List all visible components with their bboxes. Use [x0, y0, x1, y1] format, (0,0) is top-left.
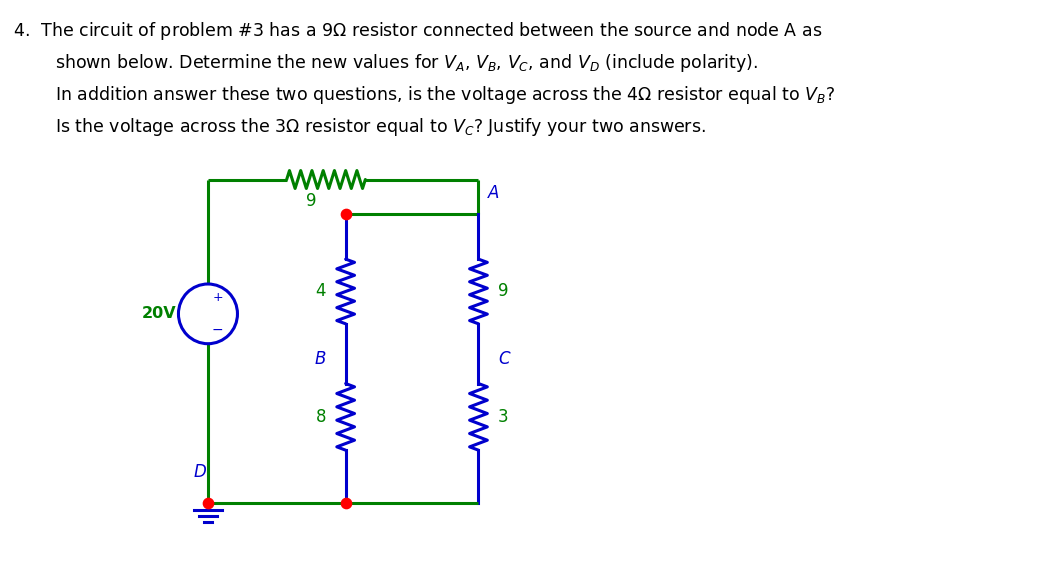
Text: 3: 3 — [499, 408, 509, 426]
Circle shape — [178, 284, 238, 344]
Text: shown below. Determine the new values for $V_A$, $V_B$, $V_C$, and $V_D$ (includ: shown below. Determine the new values fo… — [55, 52, 758, 74]
Text: 20V: 20V — [142, 306, 176, 321]
Text: 8: 8 — [315, 408, 326, 426]
Text: C: C — [499, 349, 510, 368]
Text: B: B — [315, 349, 326, 368]
Text: A: A — [488, 184, 500, 203]
Text: 9: 9 — [499, 282, 509, 300]
Text: −: − — [212, 323, 223, 337]
Text: Is the voltage across the 3$\Omega$ resistor equal to $V_C$? Justify your two an: Is the voltage across the 3$\Omega$ resi… — [55, 116, 706, 138]
Text: D: D — [194, 463, 207, 481]
Point — [337, 498, 354, 508]
Point — [199, 498, 216, 508]
Text: 4: 4 — [315, 282, 326, 300]
Text: +: + — [213, 291, 223, 304]
Point — [337, 210, 354, 219]
Text: In addition answer these two questions, is the voltage across the 4$\Omega$ resi: In addition answer these two questions, … — [55, 84, 835, 106]
Text: 4.  The circuit of problem #3 has a 9$\Omega$ resistor connected between the sou: 4. The circuit of problem #3 has a 9$\Om… — [14, 20, 823, 42]
Text: 9: 9 — [306, 192, 316, 211]
